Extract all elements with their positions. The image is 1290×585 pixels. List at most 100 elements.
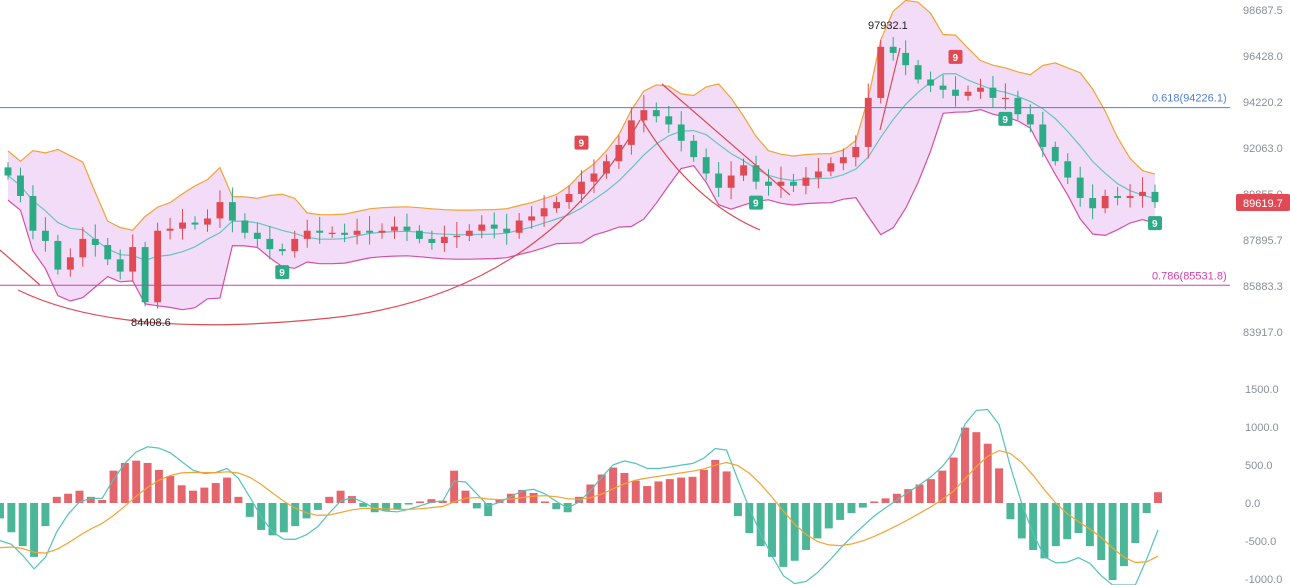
macd-histogram-bar (143, 462, 152, 503)
candle-body (465, 230, 473, 236)
candle-body (266, 238, 274, 250)
candle-body (41, 230, 49, 241)
macd-histogram-bar (0, 503, 4, 519)
candle-body (889, 46, 897, 53)
macd-histogram-bar (98, 499, 107, 503)
candle-body (765, 181, 772, 186)
price-axis: 98687.596428.094220.292063.089855.087895… (1243, 5, 1283, 339)
candle-body (989, 87, 997, 98)
macd-histogram-bar (518, 489, 527, 503)
candle-body (141, 247, 149, 303)
macd-histogram-bar (597, 474, 606, 503)
macd-histogram-bar (223, 477, 232, 503)
macd-axis-tick: 1500.0 (1245, 384, 1279, 396)
macd-histogram-bar (688, 476, 697, 503)
macd-histogram-bar (416, 501, 425, 503)
macd-axis-tick: 1000.0 (1245, 422, 1279, 434)
candle-body (204, 218, 211, 225)
candle-body (17, 175, 24, 196)
macd-histogram-bar (813, 503, 822, 539)
macd-histogram-bar (949, 457, 958, 503)
candle-body (565, 193, 573, 203)
macd-histogram-bar (552, 503, 561, 510)
candle-body (91, 238, 99, 246)
macd-histogram-bar (1085, 503, 1094, 547)
macd-histogram-bar (824, 503, 833, 529)
macd-histogram-bar (120, 462, 129, 503)
candle-body (478, 224, 486, 231)
macd-histogram-bar (983, 443, 992, 503)
macd-histogram-bar (609, 467, 618, 503)
macd-histogram-bar (484, 503, 493, 517)
price-axis-tick: 85883.3 (1243, 281, 1283, 293)
macd-histogram-bar (540, 501, 549, 503)
candle-body (852, 146, 860, 158)
macd-histogram-bar (472, 503, 481, 509)
candle-body (652, 110, 660, 117)
macd-histogram-bar (961, 427, 969, 503)
macd-histogram-bar (75, 490, 84, 503)
macd-histogram-bar (336, 490, 345, 503)
macd-histogram-bar (245, 503, 254, 517)
candle-body (702, 157, 710, 174)
candle-body (116, 259, 124, 272)
candle-body (553, 202, 560, 209)
candle-body (752, 165, 760, 182)
macd-histogram-bar (506, 493, 515, 503)
candle-body (839, 157, 847, 164)
td-marker-label: 9 (953, 53, 959, 64)
candle-body (4, 167, 12, 176)
candle-body (378, 230, 386, 233)
candle-body (864, 97, 872, 147)
candle-body (191, 222, 199, 225)
macd-histogram-bar (427, 499, 436, 503)
candle-body (241, 220, 249, 233)
macd-histogram-bar (154, 469, 163, 503)
macd-histogram-bar (836, 503, 845, 520)
macd-dif-line (0, 408, 1159, 585)
candle-body (952, 89, 959, 96)
macd-histogram-bar (768, 503, 776, 557)
candle-body (902, 52, 910, 66)
macd-histogram-bar (881, 498, 890, 503)
macd-axis-tick: 500.0 (1245, 460, 1273, 472)
candle-body (1139, 191, 1146, 196)
candle-body (939, 85, 947, 90)
macd-histogram-bar (189, 490, 197, 503)
macd-histogram-bar (1119, 503, 1128, 567)
td-marker-label: 9 (1002, 115, 1008, 126)
macd-histogram-bar (529, 492, 538, 503)
macd-histogram-bar (631, 480, 640, 503)
macd-histogram-bar (870, 501, 879, 503)
macd-histogram-bar (370, 503, 379, 513)
price-axis-tick: 92063.0 (1243, 143, 1283, 155)
macd-histogram-bar (279, 503, 288, 533)
macd-histogram-bar (461, 490, 470, 503)
macd-histogram-bar (802, 503, 811, 550)
current-price-value: 89619.7 (1243, 198, 1283, 210)
candle-body (727, 175, 735, 188)
candle-body (1064, 161, 1072, 178)
macd-histogram-bar (892, 493, 901, 503)
macd-histogram-bar (1017, 503, 1026, 539)
macd-histogram-bar (234, 496, 243, 503)
macd-histogram-bar (302, 503, 311, 519)
fib-label: 0.618(94226.1) (1152, 93, 1227, 105)
arc-curve-right (641, 119, 761, 231)
candle-body (528, 216, 536, 221)
macd-histogram-bar (382, 503, 390, 511)
macd-histogram-bar (1108, 503, 1117, 580)
macd-histogram-bar (1131, 503, 1140, 544)
macd-histogram-bar (393, 503, 402, 510)
candle-body (1039, 124, 1047, 147)
candle-body (291, 238, 299, 252)
macd-histogram-bar (450, 470, 459, 503)
macd-histogram-bar (677, 477, 686, 503)
macd-axis-tick: -500.0 (1245, 536, 1276, 548)
candle-body (802, 177, 810, 186)
candle-body (1151, 191, 1159, 203)
fib-label: 0.786(85531.8) (1152, 270, 1227, 282)
macd-histogram-bar (699, 469, 708, 503)
macd-histogram-bar (438, 500, 447, 503)
candle-body (977, 87, 984, 92)
